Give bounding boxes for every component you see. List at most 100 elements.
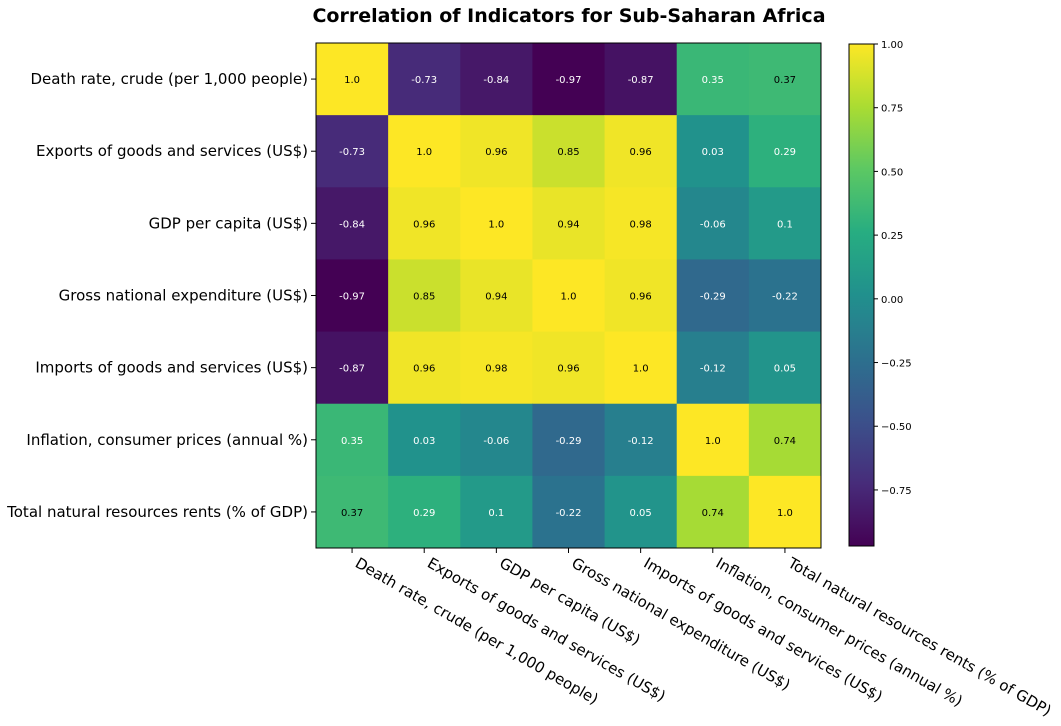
row-tick-label: Gross national expenditure (US$): [59, 287, 308, 305]
heatmap-cell-label: 0.1: [777, 219, 793, 230]
heatmap-cell-label: 1.0: [561, 292, 577, 303]
heatmap-cell: [676, 259, 750, 333]
column-tick-label: Total natural resources rents (% of GDP): [784, 553, 1054, 720]
heatmap-cell: [388, 115, 461, 188]
heatmap-cell-label: 0.96: [413, 219, 435, 230]
heatmap-cell-label: 0.29: [413, 508, 435, 519]
heatmap-cell-label: -0.73: [339, 147, 365, 158]
colorbar-tick-label: −0.50: [881, 422, 912, 433]
heatmap-cell: [316, 403, 389, 477]
heatmap-cell-label: -0.87: [339, 364, 365, 375]
heatmap-cell-label: 0.74: [702, 508, 724, 519]
heatmap-cell-label: -0.97: [339, 292, 365, 303]
heatmap-cell: [604, 331, 678, 405]
heatmap-cell-label: -0.06: [700, 219, 726, 230]
heatmap-cell: [532, 403, 606, 477]
heatmap-cell: [388, 259, 461, 333]
heatmap-cell: [748, 475, 822, 549]
colorbar-tick-label: −0.25: [881, 359, 912, 370]
heatmap-cell: [460, 331, 533, 405]
heatmap-cell: [316, 331, 389, 405]
heatmap-cell: [676, 331, 750, 405]
heatmap-cell-label: 1.0: [416, 147, 432, 158]
colorbar: [848, 43, 875, 547]
heatmap-cell: [316, 475, 389, 549]
heatmap-cell: [316, 115, 389, 188]
heatmap-cell-label: 0.96: [630, 147, 652, 158]
heatmap-cell: [748, 43, 822, 116]
heatmap-cell-label: -0.29: [700, 292, 726, 303]
heatmap-cell-label: -0.22: [772, 292, 798, 303]
heatmap-cell-label: 0.05: [774, 364, 796, 375]
heatmap-cell: [460, 115, 533, 188]
colorbar-tick-label: −0.75: [881, 486, 912, 497]
heatmap-cell-label: 0.96: [485, 147, 507, 158]
heatmap-cell-label: 0.29: [774, 147, 796, 158]
heatmap-cell: [748, 259, 822, 333]
colorbar-tick-label: 0.75: [881, 104, 903, 115]
heatmap-cell: [388, 187, 461, 260]
heatmap-cell-label: 1.0: [344, 75, 360, 86]
heatmap-cell-label: -0.97: [556, 75, 582, 86]
colorbar-tick-label: 0.00: [881, 295, 903, 306]
heatmap-cell-label: 0.94: [485, 292, 507, 303]
heatmap-cell: [388, 43, 461, 116]
heatmap-cell: [604, 403, 678, 477]
row-tick-label: Total natural resources rents (% of GDP): [6, 503, 308, 521]
heatmap-cell-label: 0.85: [557, 147, 579, 158]
heatmap-cell: [532, 115, 606, 188]
heatmap-cell: [460, 403, 533, 477]
colorbar-axis: 1.00 0.75 0.50 0.25 0.00 −0.25 −0.50 −0.75: [874, 40, 912, 497]
heatmap-cell: [748, 115, 822, 188]
heatmap-cell-label: 0.1: [488, 508, 504, 519]
heatmap-cell: [460, 43, 533, 116]
heatmap-cell-label: 0.94: [557, 219, 579, 230]
heatmap-cell-label: 1.0: [488, 219, 504, 230]
heatmap-cell-label: -0.73: [411, 75, 437, 86]
colorbar-tick-label: 0.25: [881, 231, 903, 242]
heatmap-cell: [748, 187, 822, 260]
heatmap-cell: [604, 475, 678, 549]
heatmap-cell: [532, 43, 606, 116]
heatmap-cell-label: 0.35: [341, 436, 363, 447]
heatmap-cell-label: -0.06: [483, 436, 509, 447]
heatmap-cell: [532, 331, 606, 405]
heatmap-cell-label: -0.12: [628, 436, 654, 447]
heatmap-cell: [316, 187, 389, 260]
heatmap-cell-label: 0.05: [630, 508, 652, 519]
heatmap-cell: [388, 403, 461, 477]
heatmap-cell: [676, 403, 750, 477]
heatmap-cell-label: 0.35: [702, 75, 724, 86]
heatmap-cell: [460, 187, 533, 260]
heatmap-cell: [532, 187, 606, 260]
heatmap-cell-label: 0.03: [702, 147, 724, 158]
heatmap-cell: [532, 259, 606, 333]
heatmap-cell-label: 1.0: [633, 364, 649, 375]
heatmap-cell: [748, 403, 822, 477]
heatmap-cell-label: -0.12: [700, 364, 726, 375]
heatmap-cell-label: 0.98: [630, 219, 652, 230]
heatmap-cell-label: -0.84: [483, 75, 509, 86]
heatmap-cell: [604, 187, 678, 260]
colorbar-tick-label: 1.00: [881, 40, 903, 51]
heatmap-cell: [388, 475, 461, 549]
heatmap-cell: [604, 43, 678, 116]
heatmap-cell-label: 0.37: [341, 508, 363, 519]
heatmap-cell-label: 0.98: [485, 364, 507, 375]
heatmap-cell-label: 0.96: [413, 364, 435, 375]
heatmap-cell: [604, 115, 678, 188]
row-tick-label: Inflation, consumer prices (annual %): [26, 431, 308, 449]
heatmap-cell: [460, 475, 533, 549]
heatmap-cell-label: 0.37: [774, 75, 796, 86]
row-axis: Death rate, crude (per 1,000 people) Expo…: [6, 70, 316, 521]
row-tick-label: Death rate, crude (per 1,000 people): [30, 70, 308, 88]
heatmap-cell: [676, 43, 750, 116]
heatmap-cell: [388, 331, 461, 405]
heatmap-cell-label: 0.03: [413, 436, 435, 447]
row-tick-label: Exports of goods and services (US$): [36, 142, 308, 160]
heatmap-cell: [316, 43, 389, 116]
heatmap-cell: [604, 259, 678, 333]
heatmap-cell: [460, 259, 533, 333]
heatmap-cell-label: 0.85: [413, 292, 435, 303]
